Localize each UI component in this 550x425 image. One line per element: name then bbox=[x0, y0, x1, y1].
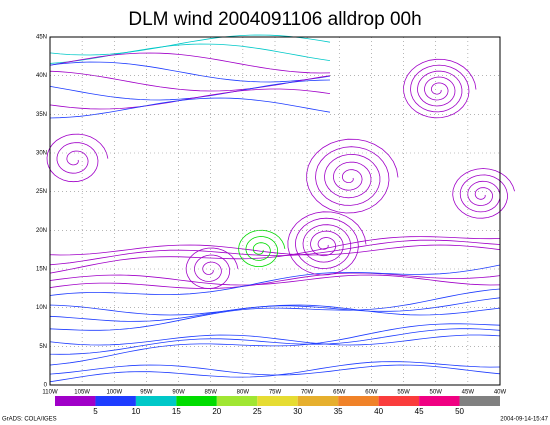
streamline bbox=[49, 52, 331, 74]
lon-label: 105W bbox=[74, 390, 90, 396]
streamline bbox=[49, 61, 331, 83]
colorbar-swatch bbox=[257, 396, 298, 406]
lon-label: 65W bbox=[333, 390, 346, 396]
title: DLM wind 2004091106 alldrop 00h bbox=[128, 9, 421, 30]
plot-area bbox=[46, 34, 515, 385]
streamline bbox=[49, 288, 501, 331]
colorbar-swatch bbox=[135, 396, 177, 406]
lon-label: 85W bbox=[205, 390, 218, 396]
streamline bbox=[49, 236, 501, 274]
streamline bbox=[49, 361, 501, 383]
streamline bbox=[185, 247, 239, 289]
colorbar-swatch bbox=[176, 396, 217, 406]
colorbar-label: 15 bbox=[172, 407, 181, 416]
colorbar-swatch bbox=[216, 396, 258, 406]
colorbar-swatch bbox=[95, 396, 136, 406]
streamline bbox=[49, 79, 331, 101]
streamline bbox=[49, 264, 501, 300]
lon-label: 45W bbox=[462, 390, 475, 396]
colorbar-label: 5 bbox=[93, 407, 98, 416]
lon-label: 80W bbox=[237, 390, 250, 396]
lat-label: 25N bbox=[36, 189, 47, 195]
lat-label: 45N bbox=[36, 35, 47, 41]
streamline bbox=[49, 364, 501, 376]
streamline bbox=[49, 334, 501, 346]
streamline bbox=[49, 272, 501, 290]
streamline bbox=[49, 323, 501, 366]
lat-label: 20N bbox=[36, 228, 47, 234]
lat-label: 0 bbox=[44, 383, 48, 389]
streamline bbox=[49, 297, 501, 322]
streamline bbox=[49, 328, 501, 355]
lat-label: 35N bbox=[36, 112, 47, 118]
plot-frame bbox=[49, 36, 501, 386]
lat-label: 10N bbox=[36, 305, 47, 311]
lat-label: 40N bbox=[36, 73, 47, 79]
lat-label: 15N bbox=[36, 267, 47, 273]
colorbar-swatch bbox=[459, 396, 500, 406]
colorbar-label: 25 bbox=[253, 407, 262, 416]
lon-label: 95W bbox=[140, 390, 153, 396]
lon-label: 55W bbox=[397, 390, 410, 396]
lon-label: 75W bbox=[269, 390, 282, 396]
lon-label: 70W bbox=[301, 390, 314, 396]
colorbar-label: 50 bbox=[455, 407, 464, 416]
streamline bbox=[238, 229, 286, 268]
colorbar-label: 20 bbox=[212, 407, 221, 416]
colorbar-swatch bbox=[297, 396, 339, 406]
colorbar-label: 35 bbox=[334, 407, 343, 416]
lon-label: 90W bbox=[172, 390, 185, 396]
colorbar-label: 40 bbox=[374, 407, 383, 416]
lon-label: 100W bbox=[106, 390, 122, 396]
colorbar-swatch bbox=[378, 396, 420, 406]
lat-label: 5N bbox=[39, 344, 47, 350]
streamline bbox=[287, 211, 367, 276]
colorbar-swatch bbox=[338, 396, 379, 406]
lat-label: 30N bbox=[36, 151, 47, 157]
streamline bbox=[49, 43, 331, 64]
lon-label: 60W bbox=[365, 390, 378, 396]
streamline bbox=[49, 274, 501, 286]
footer-left: GrADS: COLA/IGES bbox=[2, 417, 57, 423]
streamline bbox=[49, 34, 331, 56]
streamline bbox=[49, 70, 331, 92]
colorbar-swatch bbox=[55, 396, 96, 406]
colorbar-label: 45 bbox=[415, 407, 424, 416]
colorbar-swatch bbox=[419, 396, 460, 406]
streamline bbox=[49, 239, 501, 266]
footer-right: 2004-09-14-15:47 bbox=[500, 417, 548, 423]
colorbar-label: 30 bbox=[293, 407, 302, 416]
streamline bbox=[49, 97, 331, 119]
colorbar-label: 10 bbox=[131, 407, 140, 416]
streamline bbox=[403, 58, 477, 119]
streamline bbox=[306, 138, 399, 214]
streamline bbox=[46, 133, 109, 183]
lon-label: 50W bbox=[430, 390, 443, 396]
lon-label: 110W bbox=[42, 390, 58, 396]
lon-label: 40W bbox=[494, 390, 507, 396]
